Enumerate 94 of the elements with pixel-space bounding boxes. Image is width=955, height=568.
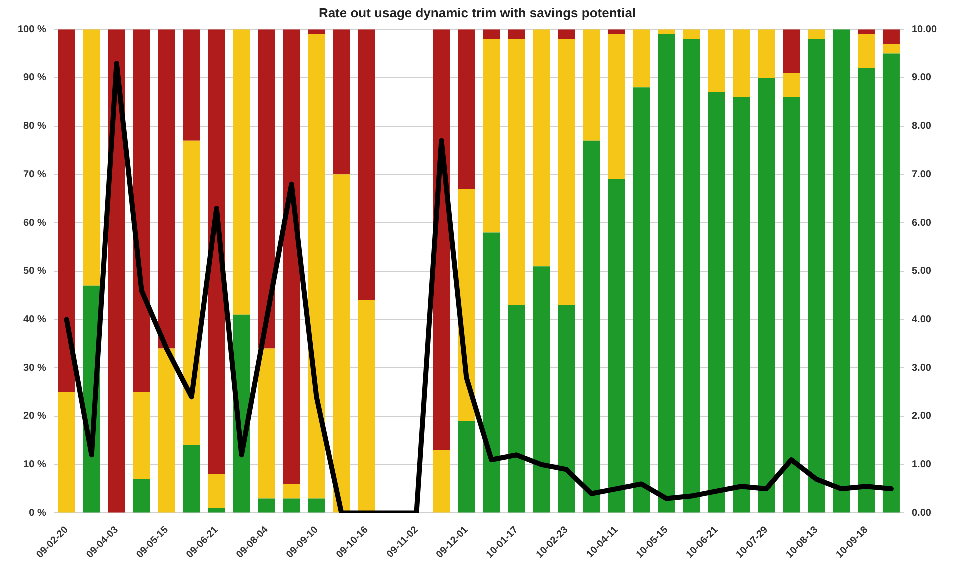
bar: [683, 30, 700, 40]
bar: [183, 446, 200, 513]
bar: [608, 34, 626, 180]
y2-tick-label: 1.00: [912, 460, 932, 471]
y2-tick-label: 10.00: [912, 24, 938, 36]
bar: [208, 508, 226, 513]
bar: [583, 30, 600, 141]
bar: [208, 474, 226, 508]
bar: [608, 30, 626, 34]
bar: [733, 97, 750, 513]
bar: [183, 30, 200, 141]
y-tick-label: 30 %: [24, 362, 46, 374]
bar: [758, 78, 776, 513]
y2-tick-label: 5.00: [912, 266, 932, 278]
bar: [833, 30, 850, 513]
bar: [308, 34, 326, 499]
y-tick-label: 0 %: [29, 508, 46, 519]
y-tick-label: 40 %: [24, 314, 46, 326]
bar: [308, 498, 326, 513]
bar: [258, 498, 276, 513]
bar: [783, 73, 800, 98]
bar: [783, 97, 800, 513]
y2-tick-label: 4.00: [912, 314, 932, 326]
bar: [758, 30, 776, 78]
bar: [133, 30, 150, 392]
y-tick-label: 90 %: [24, 72, 46, 84]
bar: [283, 498, 300, 513]
bar: [308, 30, 326, 34]
bar: [658, 34, 676, 513]
y-tick-label: 10 %: [24, 460, 46, 471]
bar: [283, 30, 300, 484]
bar: [358, 30, 376, 300]
bar: [483, 30, 500, 40]
bar: [258, 30, 276, 349]
bar: [733, 30, 750, 98]
bar: [558, 305, 576, 513]
bar: [882, 44, 900, 54]
bar: [483, 232, 500, 513]
bar: [458, 421, 476, 513]
bar: [508, 305, 526, 513]
bar: [458, 30, 476, 190]
y2-tick-label: 9.00: [912, 72, 932, 84]
bar: [808, 30, 826, 40]
bar: [358, 300, 376, 513]
bar: [258, 348, 276, 499]
bar: [608, 180, 626, 513]
bar: [558, 30, 576, 40]
bar: [433, 450, 450, 513]
bar: [858, 68, 875, 513]
bar: [333, 30, 350, 175]
bar: [683, 39, 700, 513]
bar: [882, 30, 900, 44]
chart-title: Rate out usage dynamic trim with savings potential: [318, 5, 636, 20]
bar: [633, 88, 650, 513]
y-tick-label: 100 %: [18, 24, 46, 36]
bar: [858, 30, 875, 34]
bar: [508, 30, 526, 40]
bar: [858, 34, 875, 68]
y-tick-label: 80 %: [24, 121, 46, 132]
y2-tick-label: 0.00: [912, 508, 932, 519]
bar: [483, 39, 500, 233]
bar: [533, 266, 550, 513]
bar: [558, 39, 576, 306]
bar: [783, 30, 800, 74]
y2-tick-label: 6.00: [912, 218, 932, 229]
bar: [158, 30, 176, 349]
bar: [708, 30, 726, 92]
bar: [58, 392, 76, 513]
y-tick-label: 50 %: [24, 266, 46, 278]
bar: [183, 140, 200, 446]
bar: [533, 30, 550, 267]
y2-tick-label: 8.00: [912, 121, 932, 132]
y-tick-label: 60 %: [24, 218, 46, 229]
y2-tick-label: 3.00: [912, 362, 932, 374]
y2-tick-label: 2.00: [912, 411, 932, 422]
bar: [58, 30, 76, 392]
bar: [583, 140, 600, 513]
bar: [808, 39, 826, 513]
bar: [133, 392, 150, 480]
bar: [633, 30, 650, 88]
bar: [133, 479, 150, 513]
y-tick-label: 20 %: [24, 411, 46, 422]
bar: [882, 54, 900, 513]
bar: [708, 92, 726, 513]
bar: [508, 39, 526, 306]
bar: [283, 484, 300, 499]
bar: [208, 30, 226, 475]
y-tick-label: 70 %: [24, 169, 46, 180]
bar: [333, 174, 350, 513]
y2-tick-label: 7.00: [912, 169, 932, 180]
bar: [158, 348, 176, 513]
bar: [83, 30, 100, 286]
bar: [233, 30, 250, 315]
bar: [658, 30, 676, 34]
